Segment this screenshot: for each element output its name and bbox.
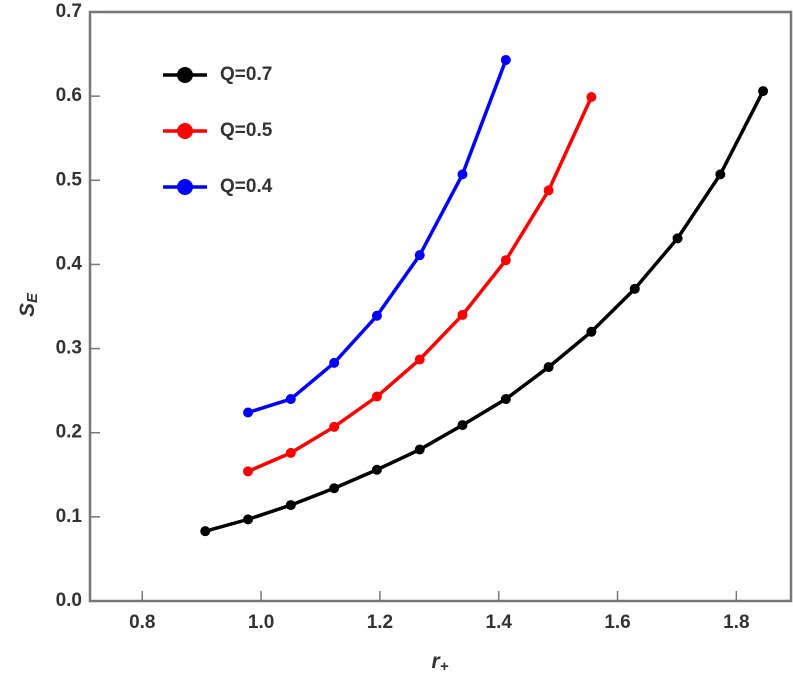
data-point	[715, 169, 726, 180]
data-point	[371, 391, 382, 402]
plot-frame	[88, 10, 793, 603]
data-point	[285, 447, 296, 458]
data-point	[586, 326, 597, 337]
x-label-sub: +	[440, 658, 449, 675]
y-axis-label: SE	[16, 292, 41, 317]
data-point	[243, 407, 254, 418]
data-point	[672, 233, 683, 244]
x-tick-label: 0.8	[129, 612, 155, 633]
x-tick-label: 1.8	[723, 612, 749, 633]
legend-label: Q=0.4	[220, 176, 273, 197]
legend-marker	[177, 179, 193, 195]
y-label-main: S	[16, 303, 39, 317]
data-point	[414, 250, 425, 261]
y-label-sub: E	[24, 292, 41, 303]
x-tick-label: 1.6	[604, 612, 630, 633]
data-point	[586, 91, 597, 102]
data-point	[243, 466, 254, 477]
data-point	[329, 483, 340, 494]
y-tick-label: 0.1	[56, 506, 83, 527]
legend-label: Q=0.7	[220, 64, 272, 85]
y-tick-label: 0.2	[56, 422, 82, 443]
y-tick-label: 0.5	[56, 169, 83, 190]
data-point	[243, 514, 254, 525]
x-tick-label: 1.2	[367, 612, 393, 633]
x-label-main: r	[432, 650, 442, 673]
data-point	[629, 283, 640, 294]
data-point	[329, 421, 340, 432]
legend-label: Q=0.5	[220, 120, 273, 141]
data-point	[457, 420, 468, 431]
data-point	[500, 255, 511, 266]
y-tick-label: 0.0	[56, 590, 82, 611]
legend-marker	[177, 123, 193, 139]
y-tick-label: 0.6	[56, 85, 82, 106]
data-point	[200, 526, 211, 537]
data-point	[414, 354, 425, 365]
data-point	[371, 464, 382, 475]
data-point	[457, 309, 468, 320]
legend-marker	[177, 67, 193, 83]
data-point	[543, 185, 554, 196]
data-point	[371, 310, 382, 321]
data-point	[500, 394, 511, 405]
series-line	[247, 59, 508, 415]
data-point	[543, 362, 554, 373]
y-tick-label: 0.3	[56, 338, 82, 359]
data-point	[758, 86, 769, 97]
x-tick-label: 1.0	[248, 612, 274, 633]
data-point	[457, 169, 468, 180]
data-point	[414, 444, 425, 455]
series-line	[247, 96, 593, 474]
data-point	[500, 54, 511, 65]
y-tick-label: 0.7	[56, 1, 82, 22]
y-tick-label: 0.4	[56, 253, 83, 274]
data-point	[285, 394, 296, 405]
data-point	[285, 500, 296, 511]
series-line	[204, 90, 765, 533]
data-point	[329, 357, 340, 368]
x-axis-label: r+	[432, 650, 449, 675]
x-tick-label: 1.4	[486, 612, 513, 633]
